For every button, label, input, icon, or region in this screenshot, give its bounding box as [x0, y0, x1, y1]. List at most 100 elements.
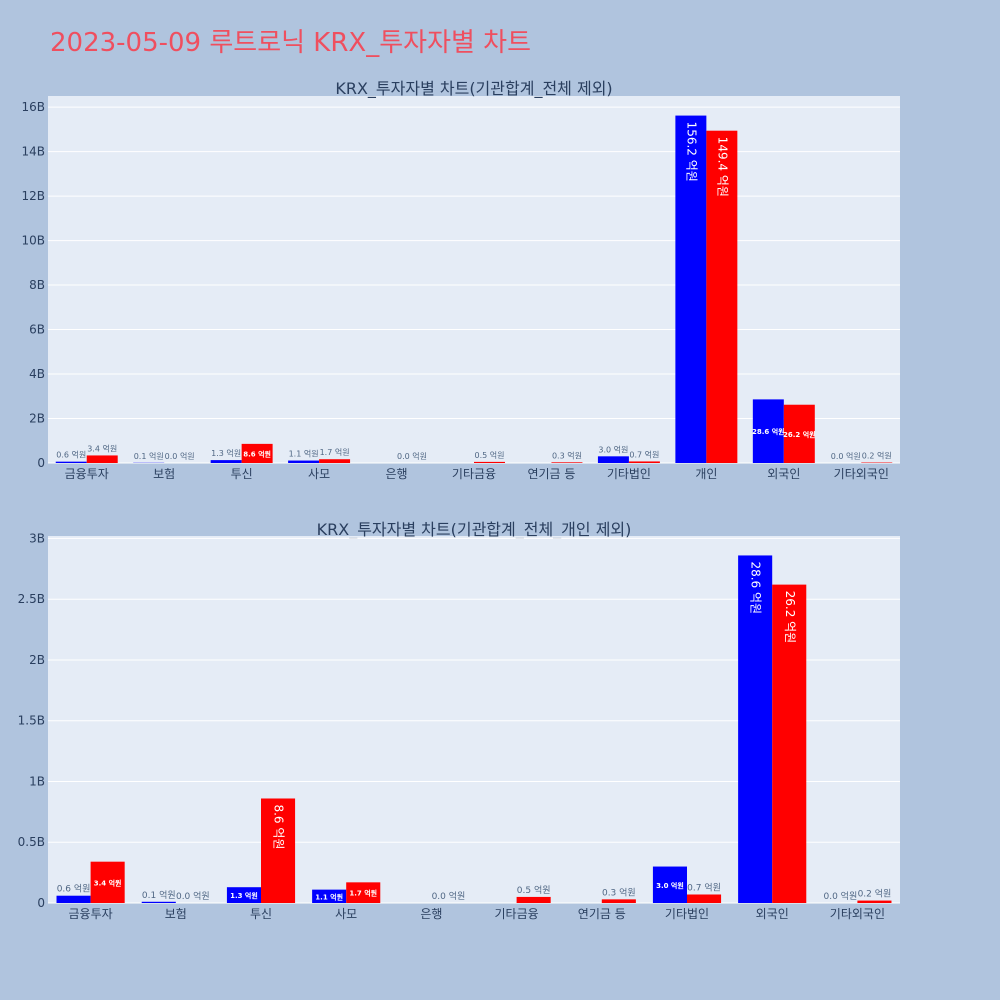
x-tick-label: 투신 — [231, 467, 253, 481]
bar-sell — [783, 404, 815, 463]
x-tick-label: 보험 — [165, 907, 187, 921]
bar-sell — [628, 461, 660, 463]
bar-buy — [55, 461, 87, 463]
bar-sell — [90, 861, 125, 903]
y-tick-label: 12B — [21, 189, 45, 203]
chart-title: KRX_투자자별 차트(기관합계_전체 제외) — [335, 79, 612, 99]
x-tick-label: 기타외국인 — [830, 907, 885, 921]
data-label: 149.4 억원 — [715, 137, 729, 197]
data-label: 0.2 억원 — [858, 888, 892, 900]
y-tick-label: 10B — [21, 234, 45, 248]
y-tick-label: 0.5B — [18, 835, 45, 849]
x-tick-label: 연기금 등 — [578, 907, 626, 921]
data-label: 0.1 억원 — [142, 889, 176, 901]
bar-buy — [226, 887, 261, 903]
y-tick-label: 2B — [29, 653, 45, 667]
data-label: 28.6 억원 — [752, 427, 785, 436]
data-label: 1.3 억원 — [230, 891, 258, 900]
data-label: 0.3 억원 — [552, 450, 582, 460]
data-label: 0.6 억원 — [56, 450, 86, 460]
y-tick-label: 1B — [29, 774, 45, 788]
bar-buy — [312, 889, 347, 903]
data-label: 0.0 억원 — [176, 890, 210, 902]
bar-sell — [601, 899, 636, 903]
data-label: 8.6 억원 — [243, 449, 271, 458]
data-label: 0.3 억원 — [602, 886, 636, 898]
y-tick-label: 0 — [37, 896, 45, 910]
data-label: 0.0 억원 — [432, 890, 466, 902]
y-tick-label: 6B — [29, 323, 45, 337]
y-tick-label: 2B — [29, 412, 45, 426]
x-tick-label: 기타법인 — [665, 907, 709, 921]
x-tick-label: 기타법인 — [607, 467, 651, 481]
page-title: 2023-05-09 루트로닉 KRX_투자자별 차트 — [50, 28, 532, 58]
bar-sell — [261, 798, 296, 903]
data-label: 1.7 억원 — [349, 889, 377, 898]
x-tick-label: 기타외국인 — [834, 467, 889, 481]
data-label: 26.2 억원 — [783, 430, 816, 439]
bar-sell — [857, 900, 892, 903]
data-label: 3.0 억원 — [656, 881, 684, 890]
x-tick-label: 개인 — [695, 467, 717, 481]
x-tick-label: 외국인 — [767, 467, 800, 481]
x-tick-label: 은행 — [385, 466, 407, 481]
x-tick-label: 기타금융 — [495, 907, 539, 921]
x-tick-label: 외국인 — [756, 907, 789, 921]
bar-sell — [86, 455, 118, 463]
x-tick-label: 사모 — [335, 907, 357, 921]
bar-buy — [141, 901, 176, 903]
data-label: 26.2 억원 — [783, 591, 797, 644]
bar-sell — [241, 443, 273, 463]
chart-title: KRX_투자자별 차트(기관합계_전체_개인 제외) — [317, 520, 632, 540]
data-label: 0.0 억원 — [165, 451, 195, 461]
data-label: 0.7 억원 — [629, 449, 659, 459]
data-label: 0.0 억원 — [397, 451, 427, 461]
data-label: 0.2 억원 — [862, 451, 892, 461]
bar-sell — [706, 130, 738, 463]
bar-sell — [551, 462, 583, 463]
x-tick-label: 투신 — [250, 907, 272, 921]
data-label: 3.4 억원 — [87, 443, 117, 453]
data-label: 0.0 억원 — [831, 451, 861, 461]
bar-buy — [675, 115, 707, 463]
data-label: 0.6 억원 — [57, 883, 91, 895]
data-label: 1.1 억원 — [289, 449, 319, 459]
y-tick-label: 14B — [21, 145, 45, 159]
data-label: 3.4 억원 — [94, 878, 122, 887]
data-label: 1.7 억원 — [320, 447, 350, 457]
bar-buy — [210, 460, 242, 463]
y-tick-label: 4B — [29, 367, 45, 381]
y-tick-label: 8B — [29, 278, 45, 292]
x-tick-label: 연기금 등 — [527, 467, 575, 481]
bar-buy — [652, 866, 687, 903]
bar-buy — [56, 895, 91, 903]
bar-buy — [752, 399, 784, 463]
y-tick-label: 1.5B — [18, 714, 45, 728]
bar-buy — [738, 555, 773, 903]
bar-sell — [516, 896, 551, 903]
x-tick-label: 기타금융 — [452, 467, 496, 481]
x-tick-label: 사모 — [308, 467, 330, 481]
x-tick-label: 은행 — [420, 906, 442, 921]
bar-buy — [288, 460, 320, 463]
data-label: 0.1 억원 — [134, 451, 164, 461]
data-label: 3.0 억원 — [598, 444, 628, 454]
bar-sell — [687, 894, 722, 903]
y-tick-label: 3B — [29, 531, 45, 545]
x-tick-label: 금융투자 — [69, 907, 113, 921]
bar-buy — [597, 456, 629, 463]
data-label: 0.0 억원 — [823, 890, 857, 902]
data-label: 0.5 억원 — [474, 450, 504, 460]
data-label: 1.3 억원 — [211, 448, 241, 458]
data-label: 1.1 억원 — [315, 892, 343, 901]
x-tick-label: 금융투자 — [65, 467, 109, 481]
bar-sell — [319, 459, 351, 463]
investor-chart-top: KRX_투자자별 차트(기관합계_전체 제외) 0 2B 4B 6B 8B 10B 12B 14… — [21, 79, 900, 481]
bar-sell — [772, 584, 807, 903]
y-tick-label: 16B — [21, 100, 45, 114]
data-label: 0.7 억원 — [687, 881, 721, 893]
data-label: 156.2 억원 — [684, 122, 698, 182]
x-tick-label: 보험 — [153, 467, 175, 481]
data-label: 28.6 억원 — [749, 561, 763, 614]
